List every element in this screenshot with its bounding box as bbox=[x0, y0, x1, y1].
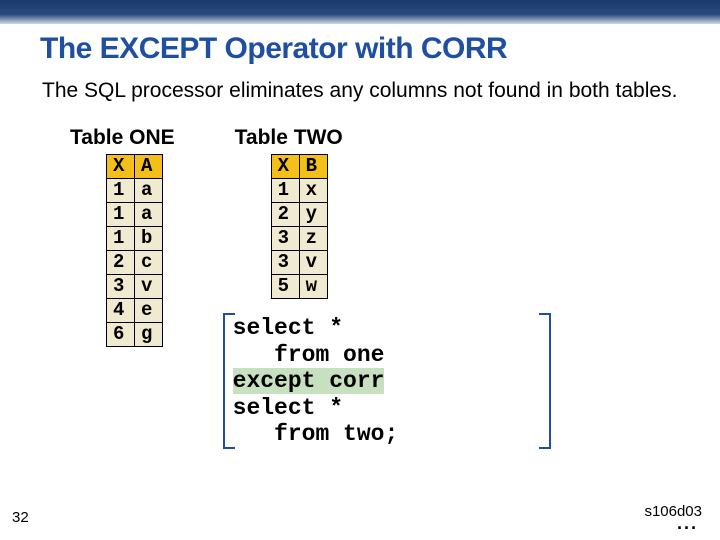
table-two-block: Table TWO X B 1x 2y 3z 3v 5w select * fr… bbox=[235, 126, 547, 449]
table-one-head-1: A bbox=[135, 155, 163, 179]
cell: w bbox=[299, 275, 327, 299]
table-row: 1a bbox=[107, 203, 163, 227]
cell: 1 bbox=[271, 179, 299, 203]
cell: x bbox=[299, 179, 327, 203]
cell: 5 bbox=[271, 275, 299, 299]
cell: 2 bbox=[107, 251, 135, 275]
code-line: from one bbox=[233, 342, 541, 368]
highlight-span: except corr bbox=[233, 368, 385, 394]
code-line: from two; bbox=[233, 421, 541, 447]
table-one: X A 1a 1a 1b 2c 3v 4e 6g bbox=[106, 154, 163, 347]
table-row: 1a bbox=[107, 179, 163, 203]
sql-code-block: select * from one except corr select * f… bbox=[227, 313, 547, 449]
cell: c bbox=[135, 251, 163, 275]
cell: v bbox=[135, 275, 163, 299]
table-row: 3v bbox=[271, 251, 327, 275]
cell: a bbox=[135, 203, 163, 227]
slide-subtitle: The SQL processor eliminates any columns… bbox=[40, 78, 680, 104]
page-number: 32 bbox=[12, 509, 29, 526]
cell: v bbox=[299, 251, 327, 275]
code-line: select * bbox=[233, 315, 541, 341]
slide-content: The EXCEPT Operator with CORR The SQL pr… bbox=[0, 24, 720, 449]
cell: 2 bbox=[271, 203, 299, 227]
cell: y bbox=[299, 203, 327, 227]
table-row: 2y bbox=[271, 203, 327, 227]
table-two-head-0: X bbox=[271, 155, 299, 179]
cell: e bbox=[135, 299, 163, 323]
cell: 3 bbox=[271, 227, 299, 251]
cell: 6 bbox=[107, 323, 135, 347]
table-one-caption: Table ONE bbox=[70, 126, 175, 150]
code-line: select * bbox=[233, 395, 541, 421]
continuation-dots: ... bbox=[677, 513, 698, 534]
table-row: 1x bbox=[271, 179, 327, 203]
slide-title: The EXCEPT Operator with CORR bbox=[40, 32, 680, 66]
cell: z bbox=[299, 227, 327, 251]
table-row: 3v bbox=[107, 275, 163, 299]
tables-row: Table ONE X A 1a 1a 1b 2c 3v 4e 6g Table… bbox=[40, 126, 680, 449]
table-row: 1b bbox=[107, 227, 163, 251]
cell: 3 bbox=[271, 251, 299, 275]
code-line-highlight: except corr bbox=[233, 368, 541, 394]
cell: g bbox=[135, 323, 163, 347]
table-row: 4e bbox=[107, 299, 163, 323]
top-gradient-bar bbox=[0, 0, 720, 24]
table-one-head-0: X bbox=[107, 155, 135, 179]
cell: a bbox=[135, 179, 163, 203]
cell: b bbox=[135, 227, 163, 251]
table-two: X B 1x 2y 3z 3v 5w bbox=[271, 154, 328, 299]
table-two-head-1: B bbox=[299, 155, 327, 179]
table-row: 3z bbox=[271, 227, 327, 251]
table-row: 6g bbox=[107, 323, 163, 347]
table-one-block: Table ONE X A 1a 1a 1b 2c 3v 4e 6g bbox=[70, 126, 175, 449]
table-two-caption: Table TWO bbox=[235, 126, 547, 150]
cell: 1 bbox=[107, 203, 135, 227]
cell: 1 bbox=[107, 227, 135, 251]
cell: 3 bbox=[107, 275, 135, 299]
cell: 1 bbox=[107, 179, 135, 203]
table-row: 2c bbox=[107, 251, 163, 275]
table-row: 5w bbox=[271, 275, 327, 299]
cell: 4 bbox=[107, 299, 135, 323]
